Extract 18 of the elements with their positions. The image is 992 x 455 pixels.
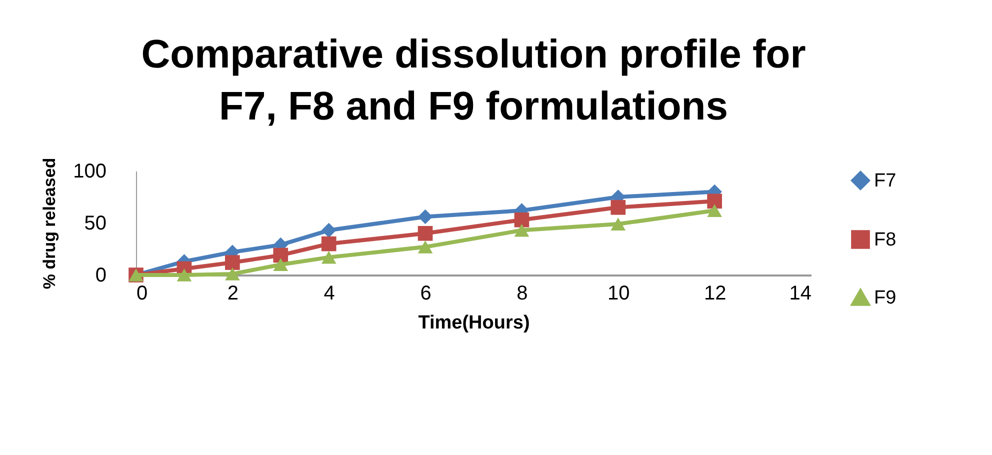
x-tick-label: 10: [608, 282, 630, 304]
x-tick-label: 12: [704, 282, 726, 304]
y-tick-label: 0: [95, 264, 106, 286]
legend-label: F9: [874, 288, 896, 308]
x-tick-label: 14: [789, 282, 812, 304]
y-axis-title: % drug released: [40, 158, 60, 290]
x-axis-title: Time(Hours): [418, 312, 530, 334]
y-tick-label: 100: [73, 160, 106, 182]
text: Comparative dissolution profile for: [141, 32, 806, 76]
legend-label: F8: [874, 230, 896, 250]
x-tick-label: 8: [516, 282, 528, 304]
y-tick-label: 50: [84, 212, 106, 234]
x-tick-label: 4: [324, 282, 335, 304]
x-tick-label: 0: [136, 282, 148, 304]
x-tick-label: 2: [227, 282, 238, 304]
text: F7, F8 and F9 formulations: [219, 84, 728, 128]
x-tick-label: 6: [420, 282, 432, 304]
legend-label: F7: [874, 170, 896, 192]
